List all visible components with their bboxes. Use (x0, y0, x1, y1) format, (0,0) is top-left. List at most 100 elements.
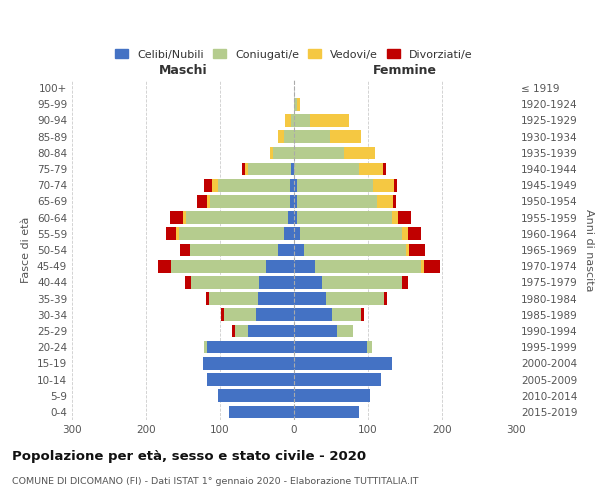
Bar (294, 260, 315, 272)
Y-axis label: Anni di nascita: Anni di nascita (584, 209, 594, 291)
Bar (218, 390, 294, 402)
Bar (294, 292, 326, 305)
Bar (206, 373, 294, 386)
Bar (166, 228, 176, 240)
Bar (424, 260, 440, 272)
Bar (297, 212, 392, 224)
Bar (179, 228, 284, 240)
Bar (294, 390, 370, 402)
Bar (294, 195, 297, 207)
Bar (373, 179, 394, 192)
Bar (294, 341, 367, 353)
Bar (235, 324, 248, 338)
Bar (290, 195, 294, 207)
Text: Maschi: Maschi (158, 64, 208, 77)
Bar (326, 292, 383, 305)
Bar (248, 162, 291, 175)
Bar (421, 260, 424, 272)
Bar (284, 228, 294, 240)
Bar (290, 179, 294, 192)
Bar (304, 244, 406, 256)
Bar (297, 179, 373, 192)
Legend: Celibi/Nubili, Coniugati/e, Vedovi/e, Divorziati/e: Celibi/Nubili, Coniugati/e, Vedovi/e, Di… (111, 45, 477, 64)
Text: COMUNE DI DICOMANO (FI) - Dati ISTAT 1° gennaio 2020 - Elaborazione TUTTITALIA.I: COMUNE DI DICOMANO (FI) - Dati ISTAT 1° … (12, 478, 419, 486)
Bar (224, 308, 256, 321)
Bar (212, 179, 218, 192)
Text: Femmine: Femmine (373, 64, 437, 77)
Bar (190, 244, 278, 256)
Bar (218, 179, 290, 192)
Bar (285, 114, 291, 127)
Bar (406, 244, 409, 256)
Bar (221, 308, 224, 321)
Bar (278, 244, 294, 256)
Bar (291, 162, 294, 175)
Bar (206, 341, 294, 353)
Bar (294, 130, 329, 143)
Bar (186, 212, 288, 224)
Bar (294, 373, 382, 386)
Bar (206, 292, 209, 305)
Bar (170, 212, 183, 224)
Bar (294, 212, 297, 224)
Bar (344, 146, 376, 159)
Bar (245, 162, 248, 175)
Bar (310, 114, 349, 127)
Bar (208, 195, 211, 207)
Bar (288, 212, 294, 224)
Bar (294, 98, 297, 110)
Bar (383, 162, 386, 175)
Bar (242, 162, 245, 175)
Bar (203, 357, 294, 370)
Bar (204, 341, 206, 353)
Bar (294, 276, 322, 288)
Bar (377, 195, 393, 207)
Text: Popolazione per età, sesso e stato civile - 2020: Popolazione per età, sesso e stato civil… (12, 450, 366, 463)
Bar (393, 195, 396, 207)
Bar (205, 179, 212, 192)
Bar (266, 260, 294, 272)
Bar (361, 308, 364, 321)
Bar (367, 341, 373, 353)
Bar (297, 195, 377, 207)
Bar (294, 228, 300, 240)
Bar (291, 114, 294, 127)
Bar (271, 146, 273, 159)
Bar (294, 406, 359, 418)
Bar (402, 228, 408, 240)
Bar (294, 146, 344, 159)
Bar (402, 276, 408, 288)
Bar (294, 179, 297, 192)
Bar (259, 276, 294, 288)
Bar (322, 276, 402, 288)
Bar (294, 357, 392, 370)
Bar (408, 228, 421, 240)
Bar (211, 195, 290, 207)
Bar (180, 244, 190, 256)
Bar (259, 292, 294, 305)
Bar (183, 212, 186, 224)
Bar (256, 308, 294, 321)
Bar (329, 130, 361, 143)
Bar (171, 260, 266, 272)
Bar (229, 406, 294, 418)
Bar (209, 292, 259, 305)
Bar (294, 114, 310, 127)
Bar (191, 276, 259, 288)
Bar (394, 179, 397, 192)
Bar (383, 292, 386, 305)
Bar (409, 244, 425, 256)
Bar (278, 130, 284, 143)
Bar (294, 324, 337, 338)
Bar (297, 98, 300, 110)
Bar (197, 195, 208, 207)
Bar (294, 308, 332, 321)
Bar (315, 260, 421, 272)
Bar (158, 260, 171, 272)
Bar (332, 308, 361, 321)
Bar (337, 324, 353, 338)
Bar (284, 130, 294, 143)
Bar (273, 146, 294, 159)
Bar (294, 162, 359, 175)
Y-axis label: Fasce di età: Fasce di età (22, 217, 31, 283)
